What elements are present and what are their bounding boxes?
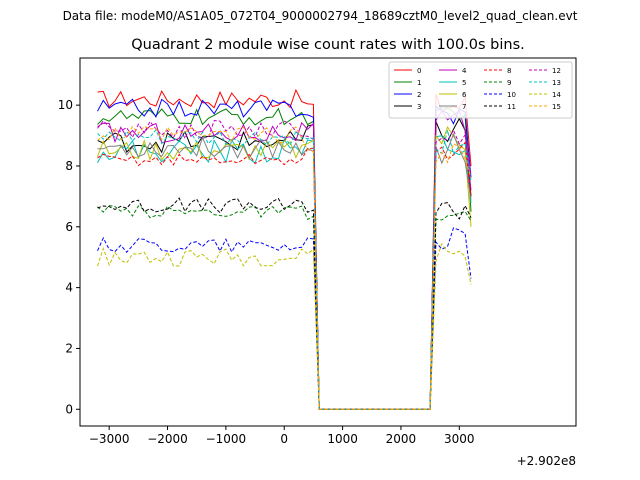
x-tick-label: 0 [280, 432, 288, 446]
x-axis: −3000 −2000 −1000 0 1000 2000 3000 [89, 426, 475, 446]
y-tick-label: 0 [65, 402, 73, 416]
legend-label-10: 10 [507, 91, 516, 99]
y-axis: 0 2 4 6 8 10 [58, 98, 80, 416]
y-tick-label: 8 [65, 159, 73, 173]
legend-label-11: 11 [507, 103, 516, 111]
legend-label-9: 9 [507, 79, 511, 87]
legend-label-1: 1 [417, 79, 421, 87]
legend-label-13: 13 [552, 79, 561, 87]
legend-label-6: 6 [462, 91, 467, 99]
legend-label-8: 8 [507, 67, 511, 75]
figure-suptitle: Data file: modeM0/AS1A05_072T04_90000027… [63, 9, 578, 23]
series-layer [97, 88, 472, 410]
plot-area [79, 57, 577, 427]
legend-label-0: 0 [417, 67, 421, 75]
legend-label-3: 3 [417, 103, 421, 111]
chart-title: Quadrant 2 module wise count rates with … [131, 37, 525, 53]
legend-label-2: 2 [417, 91, 421, 99]
legend-label-15: 15 [552, 103, 561, 111]
x-tick-label: −2000 [147, 432, 188, 446]
series-line-11 [97, 197, 472, 410]
y-tick-label: 2 [65, 341, 73, 355]
x-offset-label: +2.902e8 [517, 454, 576, 468]
series-line-12 [97, 119, 472, 410]
y-tick-label: 4 [65, 281, 73, 295]
legend-label-4: 4 [462, 67, 467, 75]
y-tick-label: 10 [58, 98, 73, 112]
y-tick-label: 6 [65, 220, 73, 234]
x-tick-label: −3000 [89, 432, 130, 446]
legend-label-7: 7 [462, 103, 466, 111]
series-line-15 [97, 125, 472, 410]
legend-label-5: 5 [462, 79, 466, 87]
legend-box [388, 61, 573, 119]
legend-label-12: 12 [552, 67, 561, 75]
x-tick-label: −1000 [206, 432, 247, 446]
x-tick-label: 1000 [327, 432, 358, 446]
x-tick-label: 2000 [386, 432, 417, 446]
series-line-9 [97, 204, 472, 410]
x-tick-label: 3000 [444, 432, 475, 446]
legend-label-14: 14 [552, 91, 561, 99]
